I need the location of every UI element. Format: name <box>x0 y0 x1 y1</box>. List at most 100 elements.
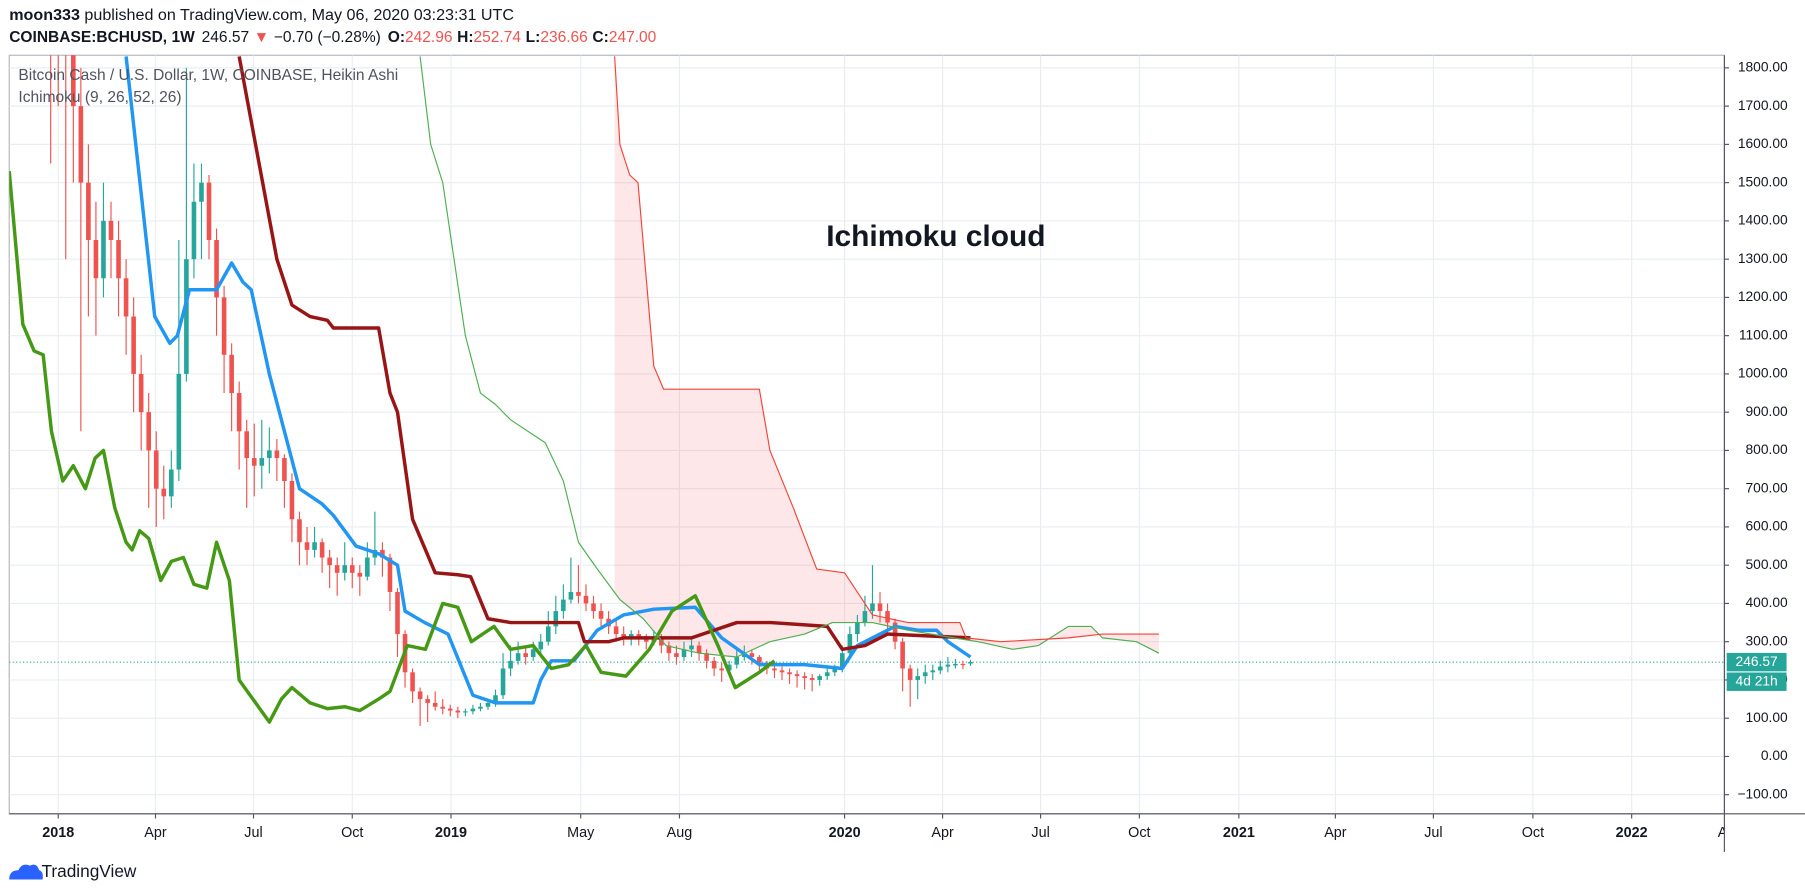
candle-body <box>244 431 250 459</box>
x-tick-label: 2018 <box>42 825 74 841</box>
x-tick-label: Jul <box>1424 825 1442 841</box>
candle-body <box>674 653 679 658</box>
candle-body <box>545 626 551 642</box>
candle-body <box>312 542 317 550</box>
high: 252.74 <box>474 29 522 46</box>
candle-body <box>395 591 400 635</box>
countdown-box <box>1726 672 1787 691</box>
candle-body <box>259 458 265 466</box>
x-tick-label: Apr <box>1718 825 1741 841</box>
candle-body <box>749 653 755 658</box>
candle-body <box>583 595 589 604</box>
candle-body <box>387 557 393 592</box>
plot <box>9 55 1725 726</box>
candle-body <box>726 664 732 671</box>
y-tick-label: 1000.00 <box>1738 365 1788 381</box>
y-tick-label: 700.00 <box>1746 479 1789 495</box>
candle-body <box>289 481 295 520</box>
candle-body <box>523 653 528 658</box>
candle-body <box>214 240 219 298</box>
candle-body <box>922 672 928 677</box>
y-tick-label: 1500.00 <box>1738 173 1788 189</box>
indicator-line <box>124 56 972 705</box>
candle-body <box>900 641 905 669</box>
candle-body <box>206 182 212 241</box>
candle-body <box>666 645 672 654</box>
candle-body <box>138 373 144 413</box>
candle-body <box>267 450 272 459</box>
candle-body <box>146 412 152 451</box>
indicator-label: Ichimoku (9, 26, 52, 26) <box>18 89 181 106</box>
candle-body <box>410 672 415 692</box>
y-tick-label: 500.00 <box>1746 556 1789 572</box>
low: 236.66 <box>540 29 588 46</box>
x-tick-label: 2020 <box>829 825 861 841</box>
y-tick-label: 1300.00 <box>1738 250 1788 266</box>
candle-body <box>862 611 868 623</box>
chart-title: Bitcoin Cash / U.S. Dollar, 1W, COINBASE… <box>18 67 398 84</box>
candle-body <box>282 458 287 482</box>
indicator-line <box>9 171 776 724</box>
x-tick-label: Oct <box>341 825 363 841</box>
candle-body <box>304 542 310 550</box>
y-tick-label: 1100.00 <box>1739 326 1788 342</box>
y-tick-label: 1200.00 <box>1738 288 1788 304</box>
ichimoku-cloud <box>614 56 1159 658</box>
candle-body <box>591 603 596 612</box>
candle-body <box>681 649 687 658</box>
last-price-box <box>1726 652 1787 672</box>
y-tick-label: 800.00 <box>1746 441 1789 457</box>
candle-body <box>643 637 649 642</box>
candle-body <box>365 557 370 577</box>
close: 247.00 <box>609 29 657 46</box>
last: 246.57 <box>202 29 250 46</box>
candle-body <box>561 599 566 612</box>
candle-body <box>108 220 114 241</box>
candle-body <box>855 622 860 635</box>
candle-body <box>500 668 506 696</box>
candle-body <box>463 711 468 713</box>
candle-body <box>455 710 461 713</box>
candle-body <box>689 645 694 650</box>
candle-body <box>357 572 363 577</box>
grid <box>9 55 1725 814</box>
x-tick-label: Aug <box>667 825 693 841</box>
candle-body <box>86 182 91 241</box>
h-label: H: <box>457 29 473 46</box>
y-tick-label: 1400.00 <box>1738 212 1788 228</box>
candle-body <box>621 634 626 638</box>
candle-body <box>915 676 921 680</box>
y-tick-label: 0.00 <box>1761 747 1788 763</box>
candle-body <box>447 708 453 711</box>
open: 242.96 <box>405 29 453 46</box>
y-tick-label: 600.00 <box>1746 518 1789 534</box>
indicator-line <box>614 56 1159 643</box>
publish-line: moon333 published on TradingView.com, Ma… <box>9 6 514 24</box>
candle-body <box>817 676 822 680</box>
y-tick-label: −100.00 <box>1737 785 1788 801</box>
x-tick-label: Oct <box>1128 825 1150 841</box>
y-tick-label: 100.00 <box>1746 709 1789 725</box>
candle-body <box>885 611 890 623</box>
candle-body <box>659 637 664 646</box>
annotation: Ichimoku cloud <box>826 220 1045 253</box>
candle-body <box>349 565 355 573</box>
candle-body <box>576 591 581 596</box>
candle-body <box>696 645 702 654</box>
candle-body <box>380 549 385 558</box>
candle-body <box>930 670 936 673</box>
x-tick-label: Jul <box>244 825 262 841</box>
candle-body <box>493 695 498 703</box>
x-tick-label: Apr <box>931 825 954 841</box>
candle-body <box>553 611 559 627</box>
candle-body <box>787 672 792 675</box>
candle-body <box>116 240 121 279</box>
candle-body <box>938 666 943 671</box>
x-tick-label: 2019 <box>435 825 467 841</box>
candle-body <box>613 626 619 635</box>
candle-body <box>236 393 242 432</box>
candle-body <box>824 672 830 677</box>
arrow: ▼ <box>254 29 269 46</box>
